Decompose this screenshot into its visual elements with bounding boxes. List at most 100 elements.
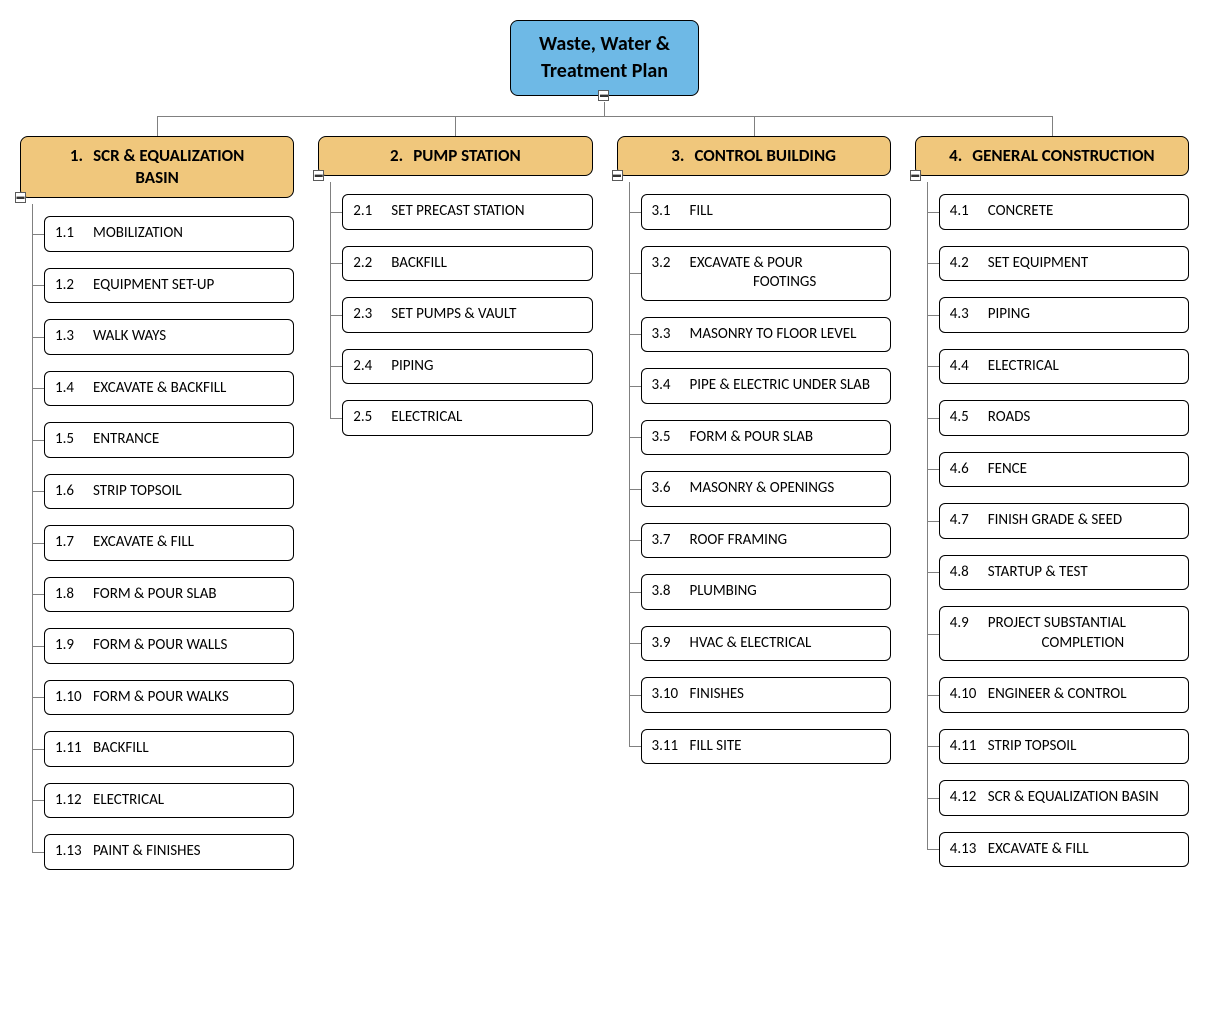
- collapse-icon[interactable]: ▬: [598, 90, 609, 101]
- connector: [32, 852, 44, 853]
- item-label: FORM & POUR SLAB: [690, 428, 880, 448]
- items-list-4: 4.1CONCRETE4.2SET EQUIPMENT4.3PIPING4.4E…: [939, 194, 1189, 867]
- connector: [32, 337, 44, 338]
- item-box: 2.1SET PRECAST STATION: [342, 194, 592, 230]
- connector: [629, 592, 641, 593]
- category-box-2: 2.PUMP STATION▬: [318, 136, 592, 176]
- item-label: FILL SITE: [690, 737, 880, 757]
- item-label: FILL: [690, 202, 880, 222]
- item-number: 4.7: [950, 511, 988, 531]
- item-number: 4.12: [950, 788, 988, 808]
- item-box: 4.6FENCE: [939, 452, 1189, 488]
- item-label: PROJECT SUBSTANTIALCOMPLETION: [988, 614, 1178, 653]
- column-2: 2.PUMP STATION▬2.1SET PRECAST STATION2.2…: [318, 136, 592, 870]
- item-box: 4.12SCR & EQUALIZATION BASIN: [939, 780, 1189, 816]
- item-number: 4.9: [950, 614, 988, 653]
- connector: [32, 543, 44, 544]
- connector: [157, 116, 158, 136]
- item-label: MASONRY TO FLOOR LEVEL: [690, 325, 880, 345]
- item-label: ENGINEER & CONTROL: [988, 685, 1178, 705]
- item-label: PLUMBING: [690, 582, 880, 602]
- connector: [629, 182, 630, 746]
- items-list-2: 2.1SET PRECAST STATION2.2BACKFILL2.3SET …: [342, 194, 592, 436]
- item-box: 1.4EXCAVATE & BACKFILL: [44, 371, 294, 407]
- item-label: ELECTRICAL: [988, 357, 1178, 377]
- connector: [330, 212, 342, 213]
- item-box: 1.7EXCAVATE & FILL: [44, 525, 294, 561]
- item-box: 3.11FILL SITE: [641, 729, 891, 765]
- item-label: FINISH GRADE & SEED: [988, 511, 1178, 531]
- connector: [927, 366, 939, 367]
- item-box: 3.1FILL: [641, 194, 891, 230]
- collapse-icon[interactable]: ▬: [612, 170, 623, 181]
- root-title-line2: Treatment Plan: [541, 59, 668, 83]
- item-number: 3.1: [652, 202, 690, 222]
- category-number: 4.: [949, 145, 972, 166]
- connector: [330, 315, 342, 316]
- connector: [330, 418, 342, 419]
- item-box: 2.3SET PUMPS & VAULT: [342, 297, 592, 333]
- connector: [629, 437, 641, 438]
- item-number: 1.12: [55, 791, 93, 811]
- item-label: SET EQUIPMENT: [988, 254, 1178, 274]
- column-1: 1.SCR & EQUALIZATIONBASIN▬1.1MOBILIZATIO…: [20, 136, 294, 870]
- items-list-1: 1.1MOBILIZATION1.2EQUIPMENT SET-UP1.3WAL…: [44, 216, 294, 870]
- item-number: 2.3: [353, 305, 391, 325]
- connector: [32, 234, 44, 235]
- connector: [927, 263, 939, 264]
- item-label: PIPE & ELECTRIC UNDER SLAB: [690, 376, 880, 396]
- item-number: 3.5: [652, 428, 690, 448]
- item-label: STARTUP & TEST: [988, 563, 1178, 583]
- item-box: 4.4ELECTRICAL: [939, 349, 1189, 385]
- item-number: 4.1: [950, 202, 988, 222]
- item-label: BACKFILL: [93, 739, 283, 759]
- connector: [629, 386, 641, 387]
- item-label: EXCAVATE & FILL: [93, 533, 283, 553]
- connector: [927, 521, 939, 522]
- connector: [32, 594, 44, 595]
- root-title-line1: Waste, Water &: [539, 32, 670, 56]
- category-title: CONTROL BUILDING: [694, 145, 836, 166]
- item-box: 3.10FINISHES: [641, 677, 891, 713]
- item-number: 4.5: [950, 408, 988, 428]
- item-label: ENTRANCE: [93, 430, 283, 450]
- item-box: 3.9HVAC & ELECTRICAL: [641, 626, 891, 662]
- item-label: HVAC & ELECTRICAL: [690, 634, 880, 654]
- item-number: 2.5: [353, 408, 391, 428]
- item-label: ELECTRICAL: [93, 791, 283, 811]
- item-box: 4.7FINISH GRADE & SEED: [939, 503, 1189, 539]
- item-label: EXCAVATE & FILL: [988, 840, 1178, 860]
- item-label: ROOF FRAMING: [690, 531, 880, 551]
- item-box: 4.5ROADS: [939, 400, 1189, 436]
- item-box: 1.3WALK WAYS: [44, 319, 294, 355]
- item-number: 1.11: [55, 739, 93, 759]
- collapse-icon[interactable]: ▬: [313, 170, 324, 181]
- item-number: 3.6: [652, 479, 690, 499]
- item-box: 3.3MASONRY TO FLOOR LEVEL: [641, 317, 891, 353]
- item-label: PAINT & FINISHES: [93, 842, 283, 862]
- connector: [32, 388, 44, 389]
- item-number: 3.3: [652, 325, 690, 345]
- connector: [629, 334, 641, 335]
- connector: [330, 182, 331, 418]
- item-label: FORM & POUR WALLS: [93, 636, 283, 656]
- item-number: 1.1: [55, 224, 93, 244]
- category-title: PUMP STATION: [413, 145, 520, 166]
- collapse-icon[interactable]: ▬: [910, 170, 921, 181]
- item-label: FORM & POUR SLAB: [93, 585, 283, 605]
- item-box: 1.5ENTRANCE: [44, 422, 294, 458]
- connector: [927, 469, 939, 470]
- item-number: 2.1: [353, 202, 391, 222]
- connector: [330, 366, 342, 367]
- item-label: FENCE: [988, 460, 1178, 480]
- connector: [927, 849, 939, 850]
- item-number: 4.11: [950, 737, 988, 757]
- item-box: 4.1CONCRETE: [939, 194, 1189, 230]
- item-label: BACKFILL: [391, 254, 581, 274]
- category-box-4: 4.GENERAL CONSTRUCTION▬: [915, 136, 1189, 176]
- item-label: CONCRETE: [988, 202, 1178, 222]
- item-box: 1.1MOBILIZATION: [44, 216, 294, 252]
- item-box: 4.10ENGINEER & CONTROL: [939, 677, 1189, 713]
- connector: [629, 489, 641, 490]
- collapse-icon[interactable]: ▬: [15, 192, 26, 203]
